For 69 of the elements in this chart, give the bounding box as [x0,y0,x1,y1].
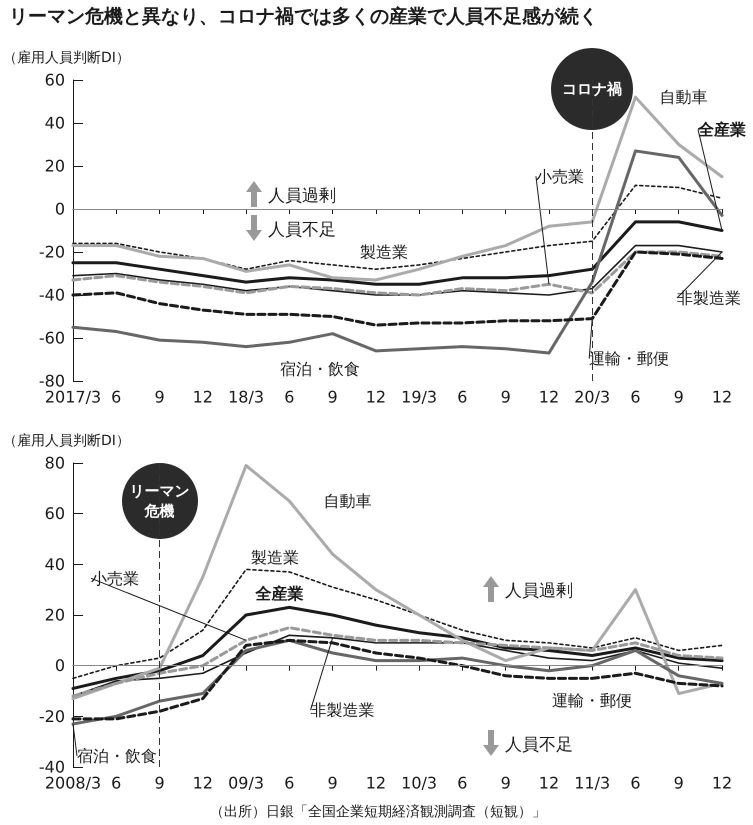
x-tick-label: 6 [457,774,468,792]
x-tick-label: 12 [366,774,386,792]
x-tick-label: 9 [500,774,511,792]
x-tick-label: 6 [630,774,641,792]
x-tick-label: 9 [154,388,165,406]
x-tick-label: 12 [366,388,386,406]
series-label: 製造業 [251,548,300,567]
y-tick-label: -20 [38,242,65,262]
chart-title: リーマン危機と異なり、コロナ禍では多くの産業で人員不足感が続く [9,6,598,28]
annotation: 人員不足 [268,219,336,241]
y-tick-label: 60 [44,70,65,90]
y-tick-label: 0 [54,656,65,676]
text: 非製造業 [310,700,375,720]
series-label: 宿泊・飲食 [280,359,360,378]
x-tick-label: 9 [154,774,165,792]
x-tick-label: 12 [712,388,732,406]
y-tick-label: 20 [44,606,65,624]
y-tick-label: -60 [38,328,65,348]
x-tick-label: 12 [192,388,213,406]
x-tick-label: 20/3 [574,388,610,406]
text: 非製造業 [677,288,741,308]
y-tick-label: 40 [44,554,65,574]
series-label: 自動車 [323,492,372,510]
y-tick-label: 80 [44,454,65,472]
series-label: 自動車 [659,88,708,107]
series-label: 宿泊・飲食 [77,746,157,766]
x-tick-label: 6 [630,388,641,406]
y-axis-title: （雇用人員判断DI） [3,50,130,66]
x-tick-label: 6 [284,388,294,406]
x-tick-label: 6 [284,774,294,792]
text: 全産業 [697,120,746,139]
series-label: 製造業 [360,242,408,262]
annotation: 人員過剰 [268,185,336,207]
y-tick-label: 20 [44,156,65,176]
y-tick-label: -40 [38,758,65,776]
x-tick-label: 9 [328,774,338,792]
x-tick-label: 12 [538,774,560,792]
annotation: 人員過剰 [505,580,573,602]
x-tick-label: 2017/3 [44,388,102,406]
x-tick-label: 6 [457,388,468,406]
y-tick-label: 40 [44,114,65,132]
y-tick-label: -80 [38,372,65,390]
text: （出所）日銀「全国企業短期経済観測調査（短観）」 [210,803,546,821]
x-tick-label: 9 [674,388,684,406]
x-tick-label: 11/3 [574,774,610,792]
ref-line-label: リーマン危機 [130,482,190,520]
x-tick-label: 10/3 [401,774,438,792]
annotation: 人員不足 [505,734,573,756]
x-tick-label: 12 [712,774,732,792]
x-tick-label: 6 [111,774,122,792]
x-tick-label: 09/3 [228,774,264,792]
y-tick-label: 0 [54,200,65,218]
series-label: 運輸・郵便 [552,690,632,710]
ref-line-label: コロナ禍 [562,80,622,98]
y-tick-label: -40 [38,286,65,304]
y-tick-label: 60 [44,504,65,524]
x-tick-label: 9 [328,388,338,406]
x-tick-label: 12 [192,774,213,792]
x-tick-label: 2008/3 [44,774,102,792]
y-tick-label: -20 [38,706,65,726]
x-tick-label: 18/3 [228,388,264,406]
x-tick-label: 9 [674,774,684,792]
x-tick-label: 9 [500,388,511,406]
series-label: 全産業 [254,584,304,603]
y-axis-title: （雇用人員判断DI） [3,433,130,449]
text: 小売業 [536,166,584,186]
x-tick-label: 6 [111,388,122,406]
x-tick-label: 19/3 [401,388,438,406]
x-tick-label: 12 [538,388,560,406]
